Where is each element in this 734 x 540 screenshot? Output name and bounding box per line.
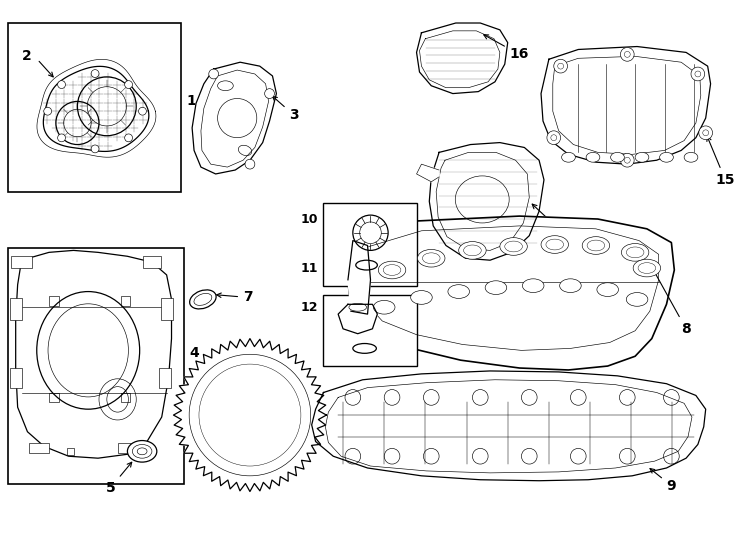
Text: 12: 12 <box>301 301 319 314</box>
Text: 7: 7 <box>217 291 252 305</box>
Circle shape <box>139 107 146 115</box>
Circle shape <box>58 80 65 89</box>
Text: 5: 5 <box>106 462 131 495</box>
Bar <box>10 299 21 320</box>
Text: 10: 10 <box>301 213 319 226</box>
Polygon shape <box>348 241 371 314</box>
Circle shape <box>91 70 99 77</box>
Circle shape <box>547 131 561 145</box>
Ellipse shape <box>128 441 157 462</box>
Bar <box>120 296 131 306</box>
Bar <box>159 368 170 388</box>
Circle shape <box>620 153 634 167</box>
Polygon shape <box>429 143 544 260</box>
Ellipse shape <box>448 285 470 299</box>
Circle shape <box>189 354 310 476</box>
Text: 8: 8 <box>649 262 691 336</box>
Text: 2: 2 <box>21 49 32 63</box>
Circle shape <box>691 67 705 81</box>
Circle shape <box>125 134 133 142</box>
Polygon shape <box>173 339 327 491</box>
Text: 11: 11 <box>301 261 363 274</box>
Ellipse shape <box>626 293 648 306</box>
Polygon shape <box>541 46 711 164</box>
Ellipse shape <box>411 291 432 305</box>
Polygon shape <box>348 216 675 370</box>
Circle shape <box>699 126 713 140</box>
Ellipse shape <box>418 249 445 267</box>
Circle shape <box>208 69 219 79</box>
Ellipse shape <box>611 152 625 162</box>
Bar <box>29 443 49 453</box>
Ellipse shape <box>378 261 406 279</box>
Polygon shape <box>192 62 277 174</box>
Text: 14: 14 <box>532 204 568 236</box>
Ellipse shape <box>523 279 544 293</box>
Text: 6: 6 <box>304 408 323 427</box>
Bar <box>49 393 59 402</box>
Bar <box>67 448 73 455</box>
Ellipse shape <box>562 152 575 162</box>
Text: 3: 3 <box>272 96 299 122</box>
Circle shape <box>553 59 567 73</box>
Ellipse shape <box>374 300 395 314</box>
Bar <box>117 443 137 453</box>
Bar <box>120 393 131 402</box>
Text: 9: 9 <box>650 469 676 492</box>
Polygon shape <box>15 251 172 458</box>
Bar <box>8 248 184 484</box>
Bar <box>10 368 21 388</box>
Ellipse shape <box>559 279 581 293</box>
Circle shape <box>265 89 275 98</box>
Ellipse shape <box>597 283 619 296</box>
Polygon shape <box>417 164 439 182</box>
Ellipse shape <box>541 235 568 253</box>
Ellipse shape <box>582 237 610 254</box>
Polygon shape <box>417 23 508 93</box>
Bar <box>161 299 172 320</box>
Ellipse shape <box>684 152 698 162</box>
Text: 16: 16 <box>484 35 529 62</box>
Circle shape <box>91 145 99 153</box>
Bar <box>143 256 161 268</box>
Ellipse shape <box>485 281 506 294</box>
Text: 15: 15 <box>707 137 734 187</box>
Bar <box>8 23 181 192</box>
Bar <box>324 204 417 286</box>
Circle shape <box>44 107 51 115</box>
Ellipse shape <box>459 241 486 259</box>
Ellipse shape <box>189 290 216 309</box>
Text: 4: 4 <box>189 346 199 360</box>
Bar <box>324 294 417 366</box>
Text: 13: 13 <box>327 344 360 357</box>
Circle shape <box>58 134 65 142</box>
Text: 1: 1 <box>186 94 196 109</box>
Ellipse shape <box>635 152 649 162</box>
Polygon shape <box>312 371 705 481</box>
Circle shape <box>125 80 133 89</box>
Circle shape <box>245 159 255 169</box>
Circle shape <box>620 48 634 61</box>
Ellipse shape <box>586 152 600 162</box>
Bar <box>49 296 59 306</box>
Bar <box>11 256 32 268</box>
Ellipse shape <box>622 244 649 261</box>
Ellipse shape <box>633 259 661 277</box>
Ellipse shape <box>500 238 527 255</box>
Polygon shape <box>338 305 377 334</box>
Ellipse shape <box>660 152 673 162</box>
